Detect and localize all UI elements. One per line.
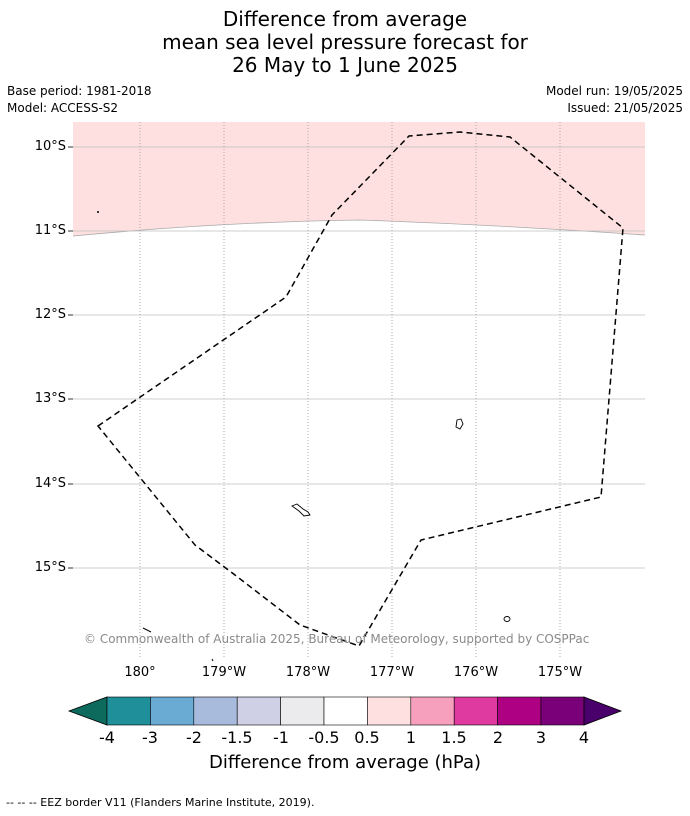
- islet-northwest: [97, 211, 99, 213]
- colorbar-segment: [410, 696, 455, 726]
- model-run: Model run: 19/05/2025: [545, 84, 683, 98]
- colorbar-tick-label: -2: [186, 728, 202, 747]
- colorbar-segment: [236, 696, 281, 726]
- longitude-gridlines: [139, 122, 561, 659]
- colorbar-tick-label: -3: [142, 728, 158, 747]
- issued-date: Issued: 21/05/2025: [567, 101, 683, 115]
- model-name: Model: ACCESS-S2: [7, 101, 119, 115]
- anomaly-contour: [72, 219, 646, 237]
- island-southwest: [142, 627, 152, 633]
- colorbar-segment: [367, 696, 412, 726]
- meta-right: Model run: 19/05/2025 Issued: 21/05/2025: [546, 83, 683, 117]
- colorbar: [67, 696, 623, 726]
- title-line-2: mean sea level pressure forecast for: [162, 30, 528, 54]
- colorbar-segment: [150, 696, 195, 726]
- colorbar-tick-label: -1: [273, 728, 289, 747]
- colorbar-title: Difference from average (hPa): [208, 752, 482, 773]
- island-futuna: [455, 418, 464, 430]
- colorbar-tick-label: 4: [578, 728, 590, 747]
- colorbar-high-extension: [583, 696, 623, 726]
- anomaly-region: [73, 122, 645, 236]
- island-southeast: [503, 616, 511, 622]
- island-wallis: [291, 503, 311, 517]
- map-title: Difference from average mean sea level p…: [0, 8, 690, 77]
- colorbar-segment: [193, 696, 238, 726]
- lat-label: 10°S: [34, 139, 66, 154]
- colorbar-tick-label: -4: [99, 728, 115, 747]
- title-line-3: 26 May to 1 June 2025: [232, 53, 458, 77]
- colorbar-tick-label: -1.5: [221, 728, 253, 747]
- eez-border: [96, 131, 624, 647]
- colorbar-tick-label: 0.5: [354, 728, 380, 747]
- axis-ticks: [68, 146, 73, 569]
- copyright-notice: © Commonwealth of Australia 2025, Bureau…: [84, 632, 590, 646]
- lon-label: 180°: [124, 665, 156, 680]
- meta-left: Base period: 1981-2018 Model: ACCESS-S2: [7, 83, 152, 117]
- lat-label: 12°S: [34, 307, 66, 322]
- colorbar-tick-label: 3: [535, 728, 547, 747]
- colorbar-tick-label: 1.5: [441, 728, 467, 747]
- islet-bottom: [211, 658, 214, 662]
- colorbar-segment: [497, 696, 542, 726]
- lon-label: 176°W: [453, 665, 499, 680]
- colorbar-segment: [323, 696, 368, 726]
- latitude-gridlines: [73, 146, 645, 569]
- lon-label: 178°W: [285, 665, 331, 680]
- title-line-1: Difference from average: [222, 7, 468, 31]
- lat-label: 14°S: [34, 476, 66, 491]
- lon-label: 177°W: [369, 665, 415, 680]
- lat-label: 15°S: [34, 560, 66, 575]
- lat-label: 13°S: [34, 391, 66, 406]
- colorbar-tick-label: 1: [405, 728, 417, 747]
- eez-legend-note: -- -- -- EEZ border V11 (Flanders Marine…: [6, 796, 315, 809]
- colorbar-low-extension: [67, 696, 108, 726]
- colorbar-tick-label: -0.5: [308, 728, 340, 747]
- colorbar-segment: [453, 696, 498, 726]
- colorbar-segment: [106, 696, 151, 726]
- colorbar-tick-label: 2: [492, 728, 504, 747]
- lon-label: 175°W: [537, 665, 583, 680]
- base-period: Base period: 1981-2018: [7, 84, 152, 98]
- colorbar-segment: [280, 696, 325, 726]
- lon-label: 179°W: [201, 665, 247, 680]
- lat-label: 11°S: [34, 223, 66, 238]
- colorbar-segment: [540, 696, 585, 726]
